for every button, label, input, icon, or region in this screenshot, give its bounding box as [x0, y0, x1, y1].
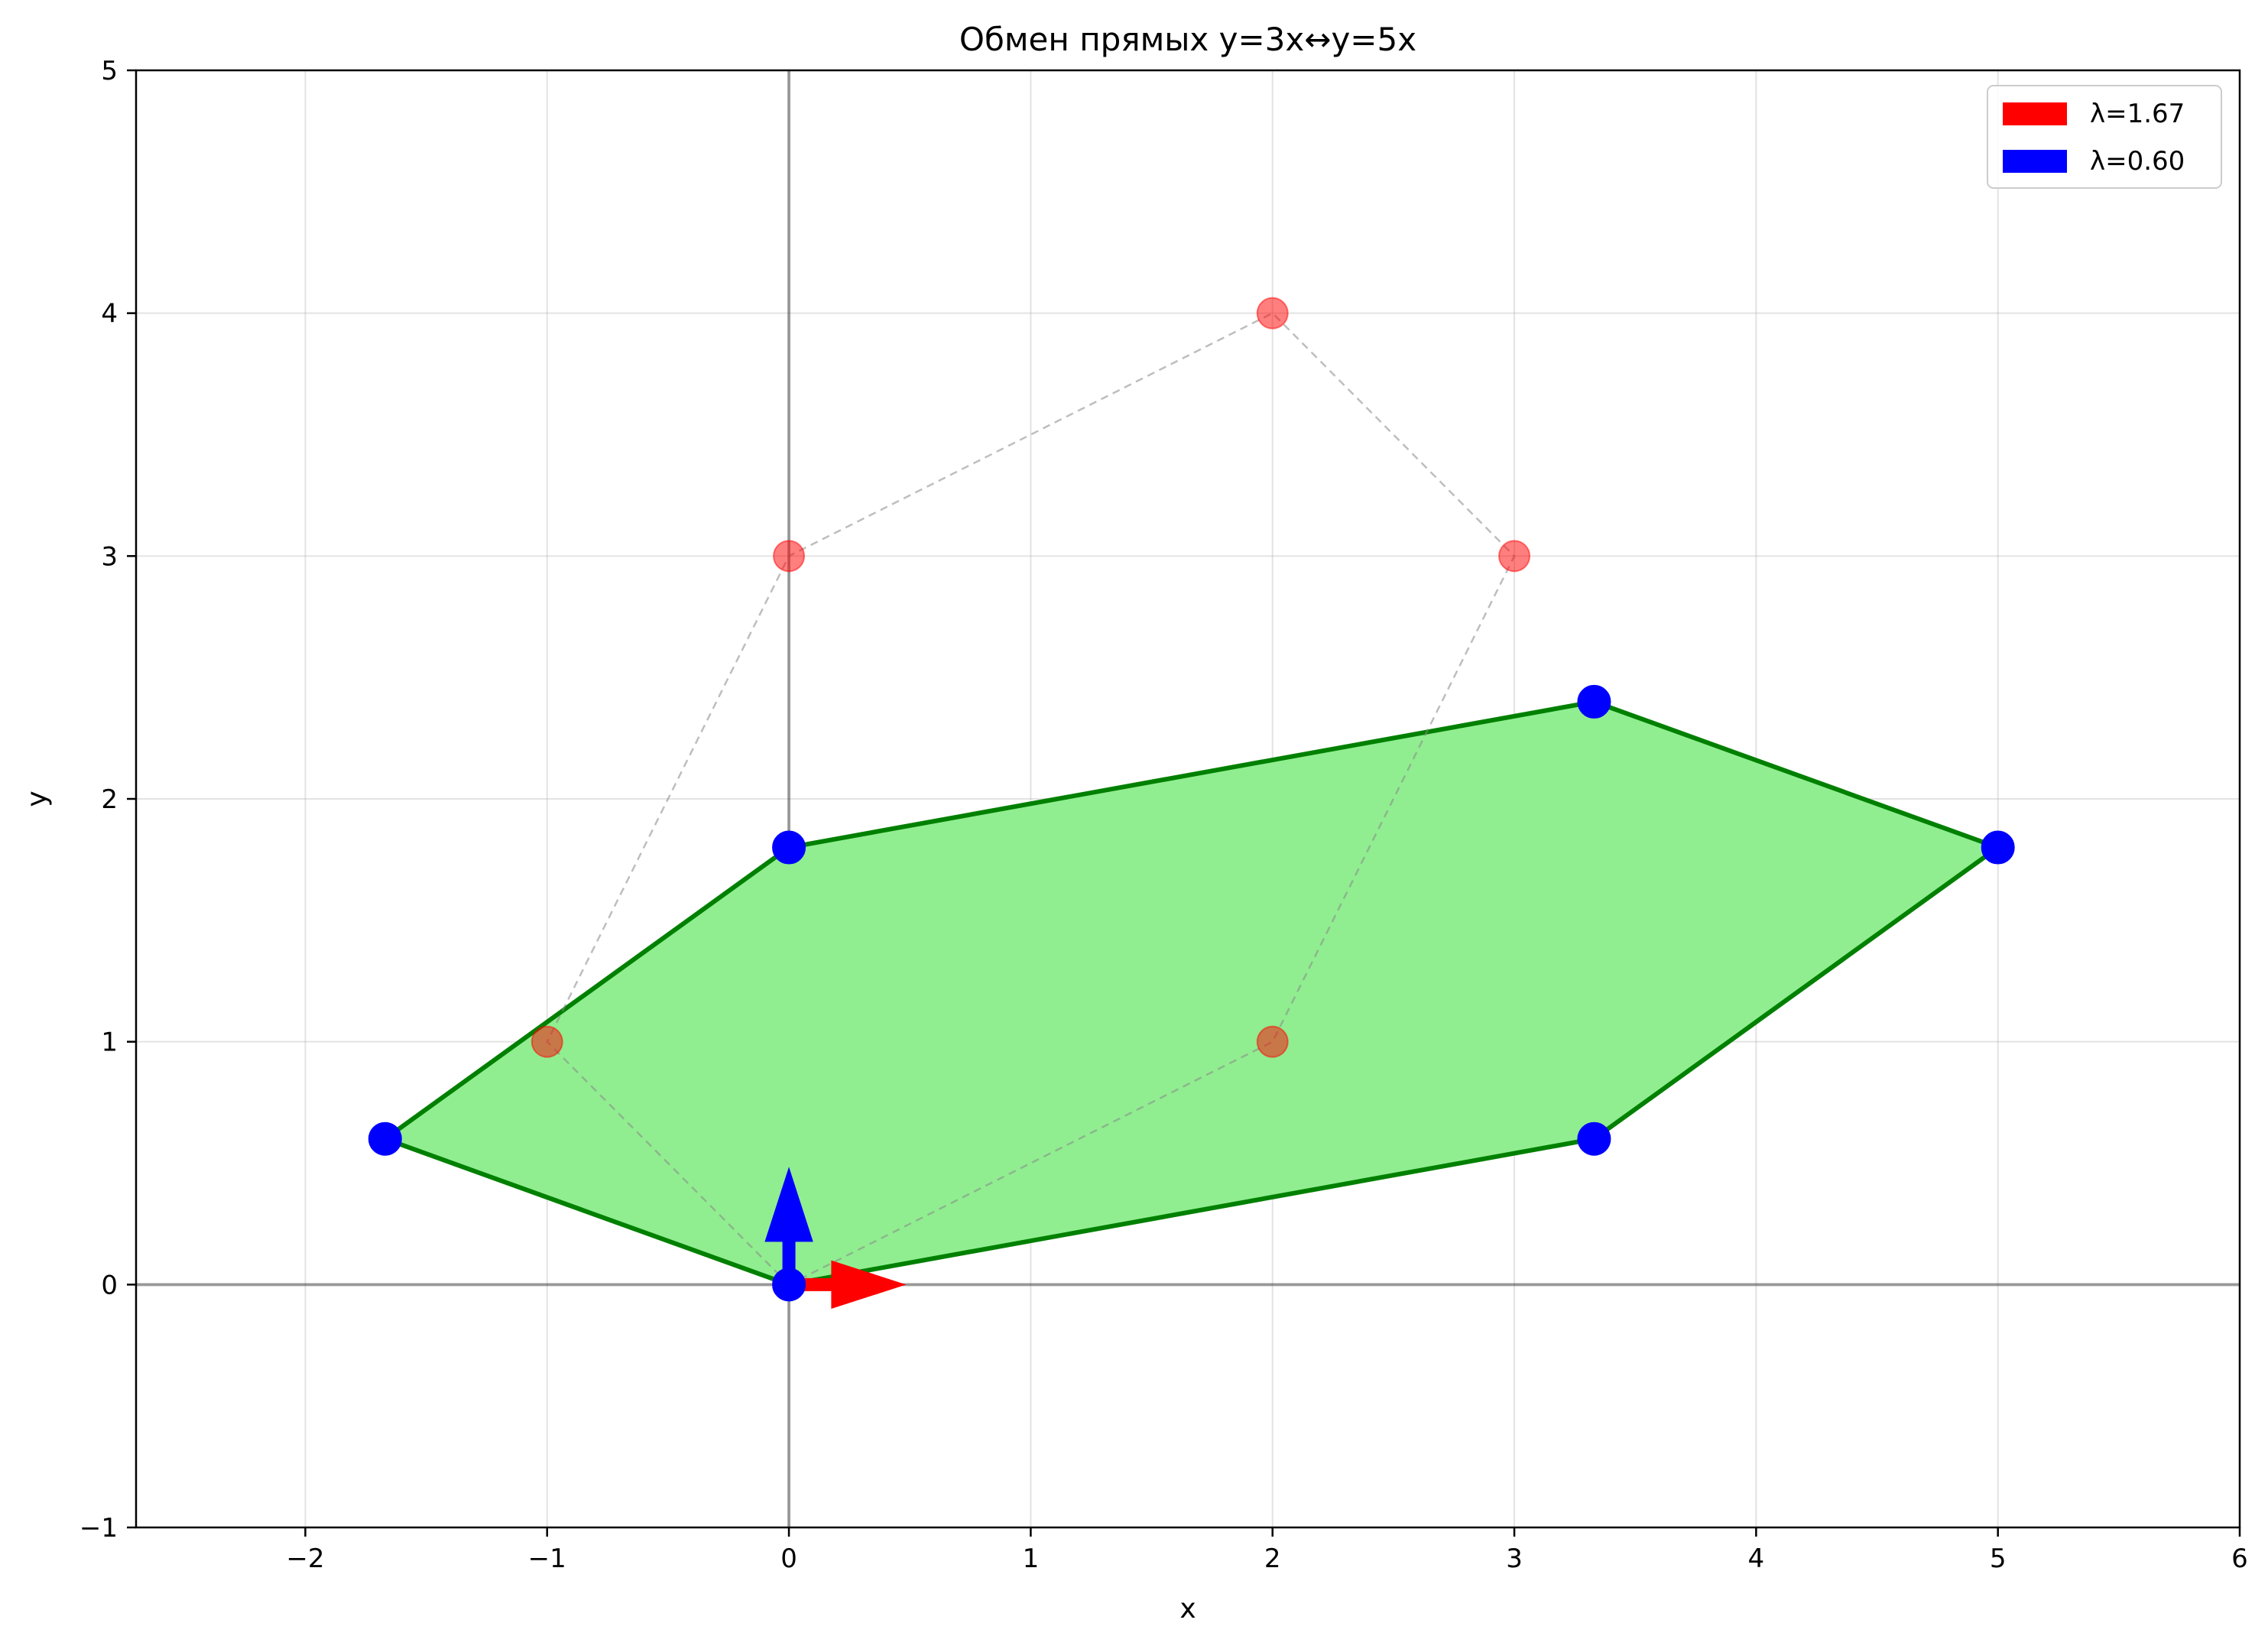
chart-title: Обмен прямых y=3x↔y=5x [959, 21, 1416, 58]
y-tick-label: 3 [101, 541, 118, 572]
transformed-point [772, 1268, 806, 1302]
x-tick-label: 6 [2231, 1544, 2248, 1574]
x-tick-label: 0 [780, 1544, 797, 1574]
y-tick-label: 1 [101, 1027, 118, 1058]
transformed-point [772, 830, 806, 865]
legend-label: λ=0.60 [2090, 146, 2185, 177]
x-tick-label: 2 [1264, 1544, 1281, 1574]
legend: λ=1.67 λ=0.60 [1987, 85, 2222, 189]
y-tick-label: −1 [79, 1513, 118, 1544]
y-tick-label: 4 [101, 299, 118, 329]
y-tick-label: 5 [101, 56, 118, 86]
y-axis-label: y [21, 790, 53, 807]
original-point [1256, 297, 1289, 329]
x-tick-label: −1 [528, 1544, 566, 1574]
vertex-points [368, 297, 2015, 1302]
legend-swatch-blue [2003, 150, 2067, 173]
x-tick-label: 5 [1990, 1544, 2007, 1574]
x-tick-label: −2 [286, 1544, 324, 1574]
original-point [530, 1025, 563, 1058]
y-tick-label: 0 [101, 1270, 118, 1300]
x-tick-label: 3 [1506, 1544, 1523, 1574]
legend-label: λ=1.67 [2090, 99, 2185, 129]
x-axis-label: x [1179, 1593, 1196, 1625]
transformed-point [1577, 684, 1611, 719]
original-point [1498, 540, 1531, 573]
transformed-point [1577, 1122, 1611, 1156]
y-tick-label: 2 [101, 784, 118, 815]
transformed-point [368, 1122, 402, 1156]
x-tick-label: 4 [1748, 1544, 1765, 1574]
transformed-point [1981, 830, 2015, 865]
original-point [1256, 1025, 1289, 1058]
original-point [773, 540, 806, 573]
ticks: −2 −1 0 1 2 3 4 5 6 −1 0 1 2 3 4 5 [79, 56, 2248, 1574]
x-tick-label: 1 [1023, 1544, 1040, 1574]
legend-swatch-red [2003, 102, 2067, 125]
